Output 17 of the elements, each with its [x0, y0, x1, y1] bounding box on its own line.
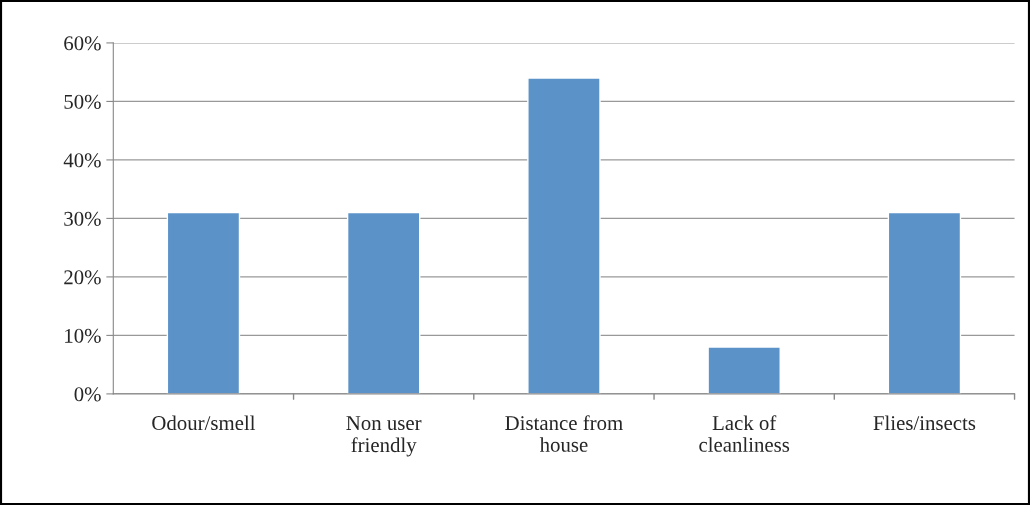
x-tick-label: Lack of cleanliness: [699, 415, 790, 452]
y-tick-label: 20%: [64, 270, 101, 285]
x-tick-label: Distance from house: [505, 415, 623, 452]
y-tick-label: 30%: [64, 211, 101, 226]
bar: [346, 211, 421, 394]
bar: [887, 211, 962, 394]
y-tick-label: 60%: [64, 36, 101, 51]
x-tick-label: Flies/insects: [873, 415, 976, 431]
y-tick-label: 10%: [65, 328, 101, 343]
y-tick-label: 50%: [64, 94, 101, 109]
bar: [166, 211, 241, 394]
x-tick-label: Odour/smell: [152, 415, 256, 431]
bar: [527, 77, 601, 394]
bar: [707, 346, 781, 394]
x-tick-label: Non user friendly: [346, 416, 422, 457]
y-tick-label: 40%: [63, 153, 101, 168]
y-tick-label: 0%: [74, 387, 101, 402]
